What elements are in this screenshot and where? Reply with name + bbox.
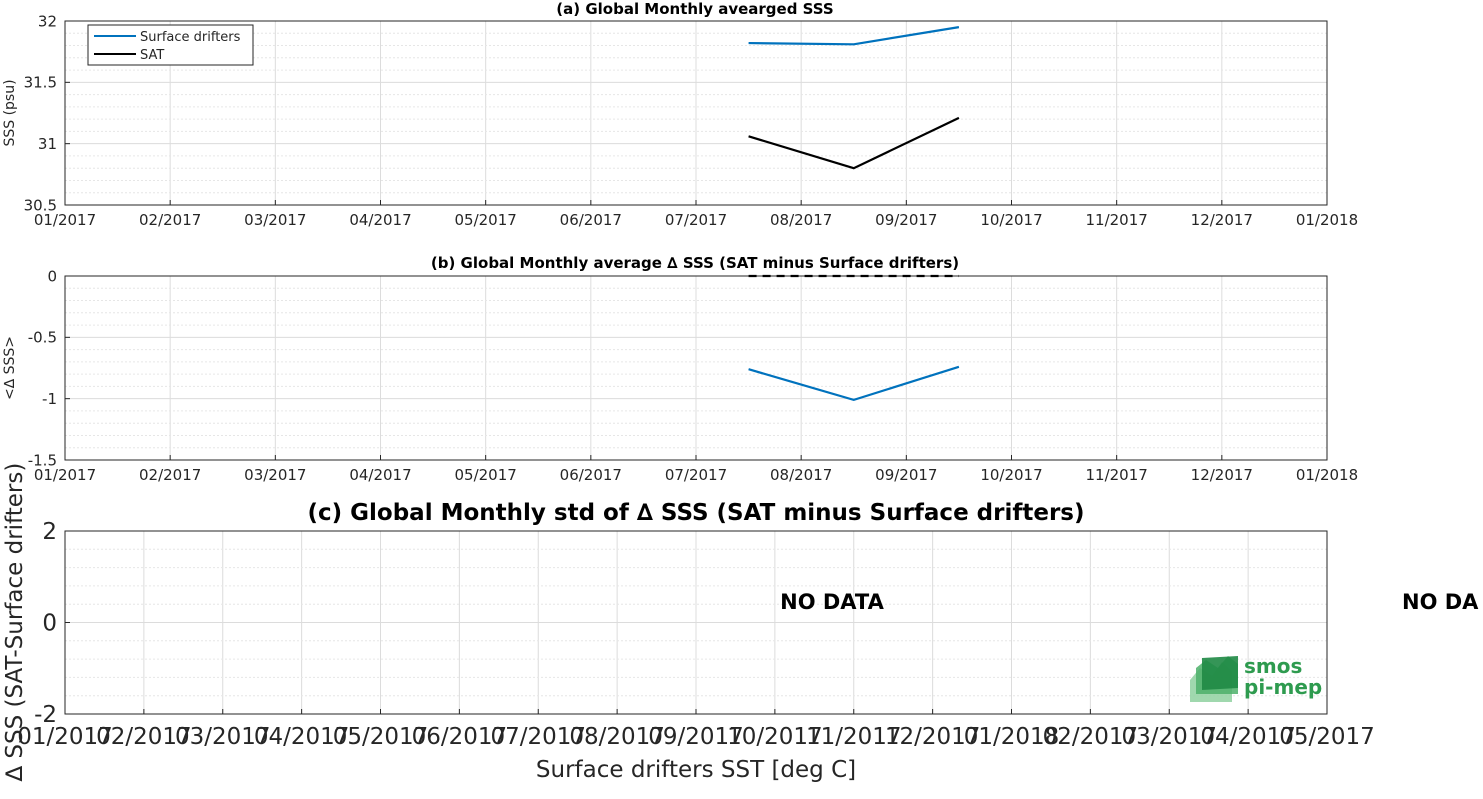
x-tick-label: 02/2017 [139,211,201,229]
y-tick-label: -2 [34,702,57,728]
panel-b: (b) Global Monthly average ∆ SSS (SAT mi… [2,254,1358,484]
x-tick-label: 07/2017 [490,724,586,750]
x-tick-label: 01/2017 [17,724,113,750]
x-tick-label: 04/2017 [349,466,411,484]
x-tick-label: 04/2017 [1200,724,1296,750]
x-tick-label: 05/2017 [455,211,517,229]
y-tick-label: 0 [42,611,57,637]
panel-a-title: (a) Global Monthly avearged SSS [556,0,833,18]
x-tick-label: 01/2018 [1296,211,1358,229]
x-tick-label: 08/2017 [770,466,832,484]
y-tick-label: 31 [38,135,57,153]
y-tick-label: -1.5 [28,451,57,469]
x-tick-label: 07/2017 [665,466,727,484]
x-tick-label: 09/2017 [648,724,744,750]
x-tick-label: 07/2017 [665,211,727,229]
panel-c-xlabel: Surface drifters SST [deg C] [536,757,856,783]
x-tick-label: 10/2017 [980,466,1042,484]
panel-c: (c) Global Monthly std of ∆ SSS (SAT min… [2,463,1479,783]
x-tick-label: 10/2017 [980,211,1042,229]
y-tick-label: -1 [42,390,57,408]
series-line-1 [748,116,960,170]
x-tick-label: 09/2017 [875,211,937,229]
x-tick-label: 04/2017 [349,211,411,229]
x-tick-label: 05/2017 [455,466,517,484]
x-tick-label: 01/2018 [1296,466,1358,484]
x-tick-label: 06/2017 [412,724,508,750]
y-tick-label: 31.5 [24,74,57,92]
legend-label-surface-drifters: Surface drifters [140,30,241,45]
legend-label-sat: SAT [140,48,164,63]
series-line-0 [748,26,960,46]
y-tick-label: 0 [47,267,57,285]
x-tick-label: 08/2017 [569,724,665,750]
y-tick-label: 32 [38,12,57,30]
x-tick-label: 02/2017 [1043,724,1139,750]
panel-c-ylabel: ∆ SSS (SAT-Surface drifters) [2,463,28,783]
x-tick-label: 04/2017 [254,724,350,750]
smos-pi-mep-logo: smos pi-mep [1190,654,1322,702]
x-tick-label: 06/2017 [560,466,622,484]
no-data-label: NO DATA [780,590,884,614]
x-tick-label: 03/2017 [244,466,306,484]
x-tick-label: 05/2017 [333,724,429,750]
x-tick-label: 11/2017 [1086,466,1148,484]
panel-c-title: (c) Global Monthly std of ∆ SSS (SAT min… [307,500,1084,526]
y-tick-label: -0.5 [28,329,57,347]
x-tick-label: 02/2017 [139,466,201,484]
logo-text-pi-mep: pi-mep [1244,675,1322,699]
x-tick-label: 12/2017 [885,724,981,750]
logo-text-smos: smos [1244,654,1302,678]
no-data-label-clipped: NO DA [1402,590,1479,614]
x-tick-label: 06/2017 [560,211,622,229]
y-tick-label: 30.5 [24,196,57,214]
panel-b-title: (b) Global Monthly average ∆ SSS (SAT mi… [431,254,959,272]
x-tick-label: 03/2017 [244,211,306,229]
x-tick-label: 08/2017 [770,211,832,229]
x-tick-label: 12/2017 [1191,466,1253,484]
x-tick-label: 10/2017 [727,724,823,750]
panel-a-ylabel: SSS (psu) [2,79,18,146]
series-line-0 [748,365,960,402]
x-tick-label: 03/2017 [1121,724,1217,750]
x-tick-label: 02/2017 [96,724,192,750]
x-tick-label: 11/2017 [1086,211,1148,229]
x-tick-label: 01/2017 [34,211,96,229]
x-tick-label: 09/2017 [875,466,937,484]
x-tick-label: 11/2017 [806,724,902,750]
x-tick-label: 03/2017 [175,724,271,750]
x-tick-label: 12/2017 [1191,211,1253,229]
x-tick-label: 01/2018 [964,724,1060,750]
x-tick-label: 05/2017 [1279,724,1375,750]
y-tick-label: 2 [42,519,57,545]
panel-a-legend: Surface drifters SAT [87,24,254,66]
x-tick-label: 01/2017 [34,466,96,484]
panel-a: (a) Global Monthly avearged SSS 01/2017 0… [2,0,1358,229]
panel-b-ylabel: <∆ SSS> [2,336,18,400]
